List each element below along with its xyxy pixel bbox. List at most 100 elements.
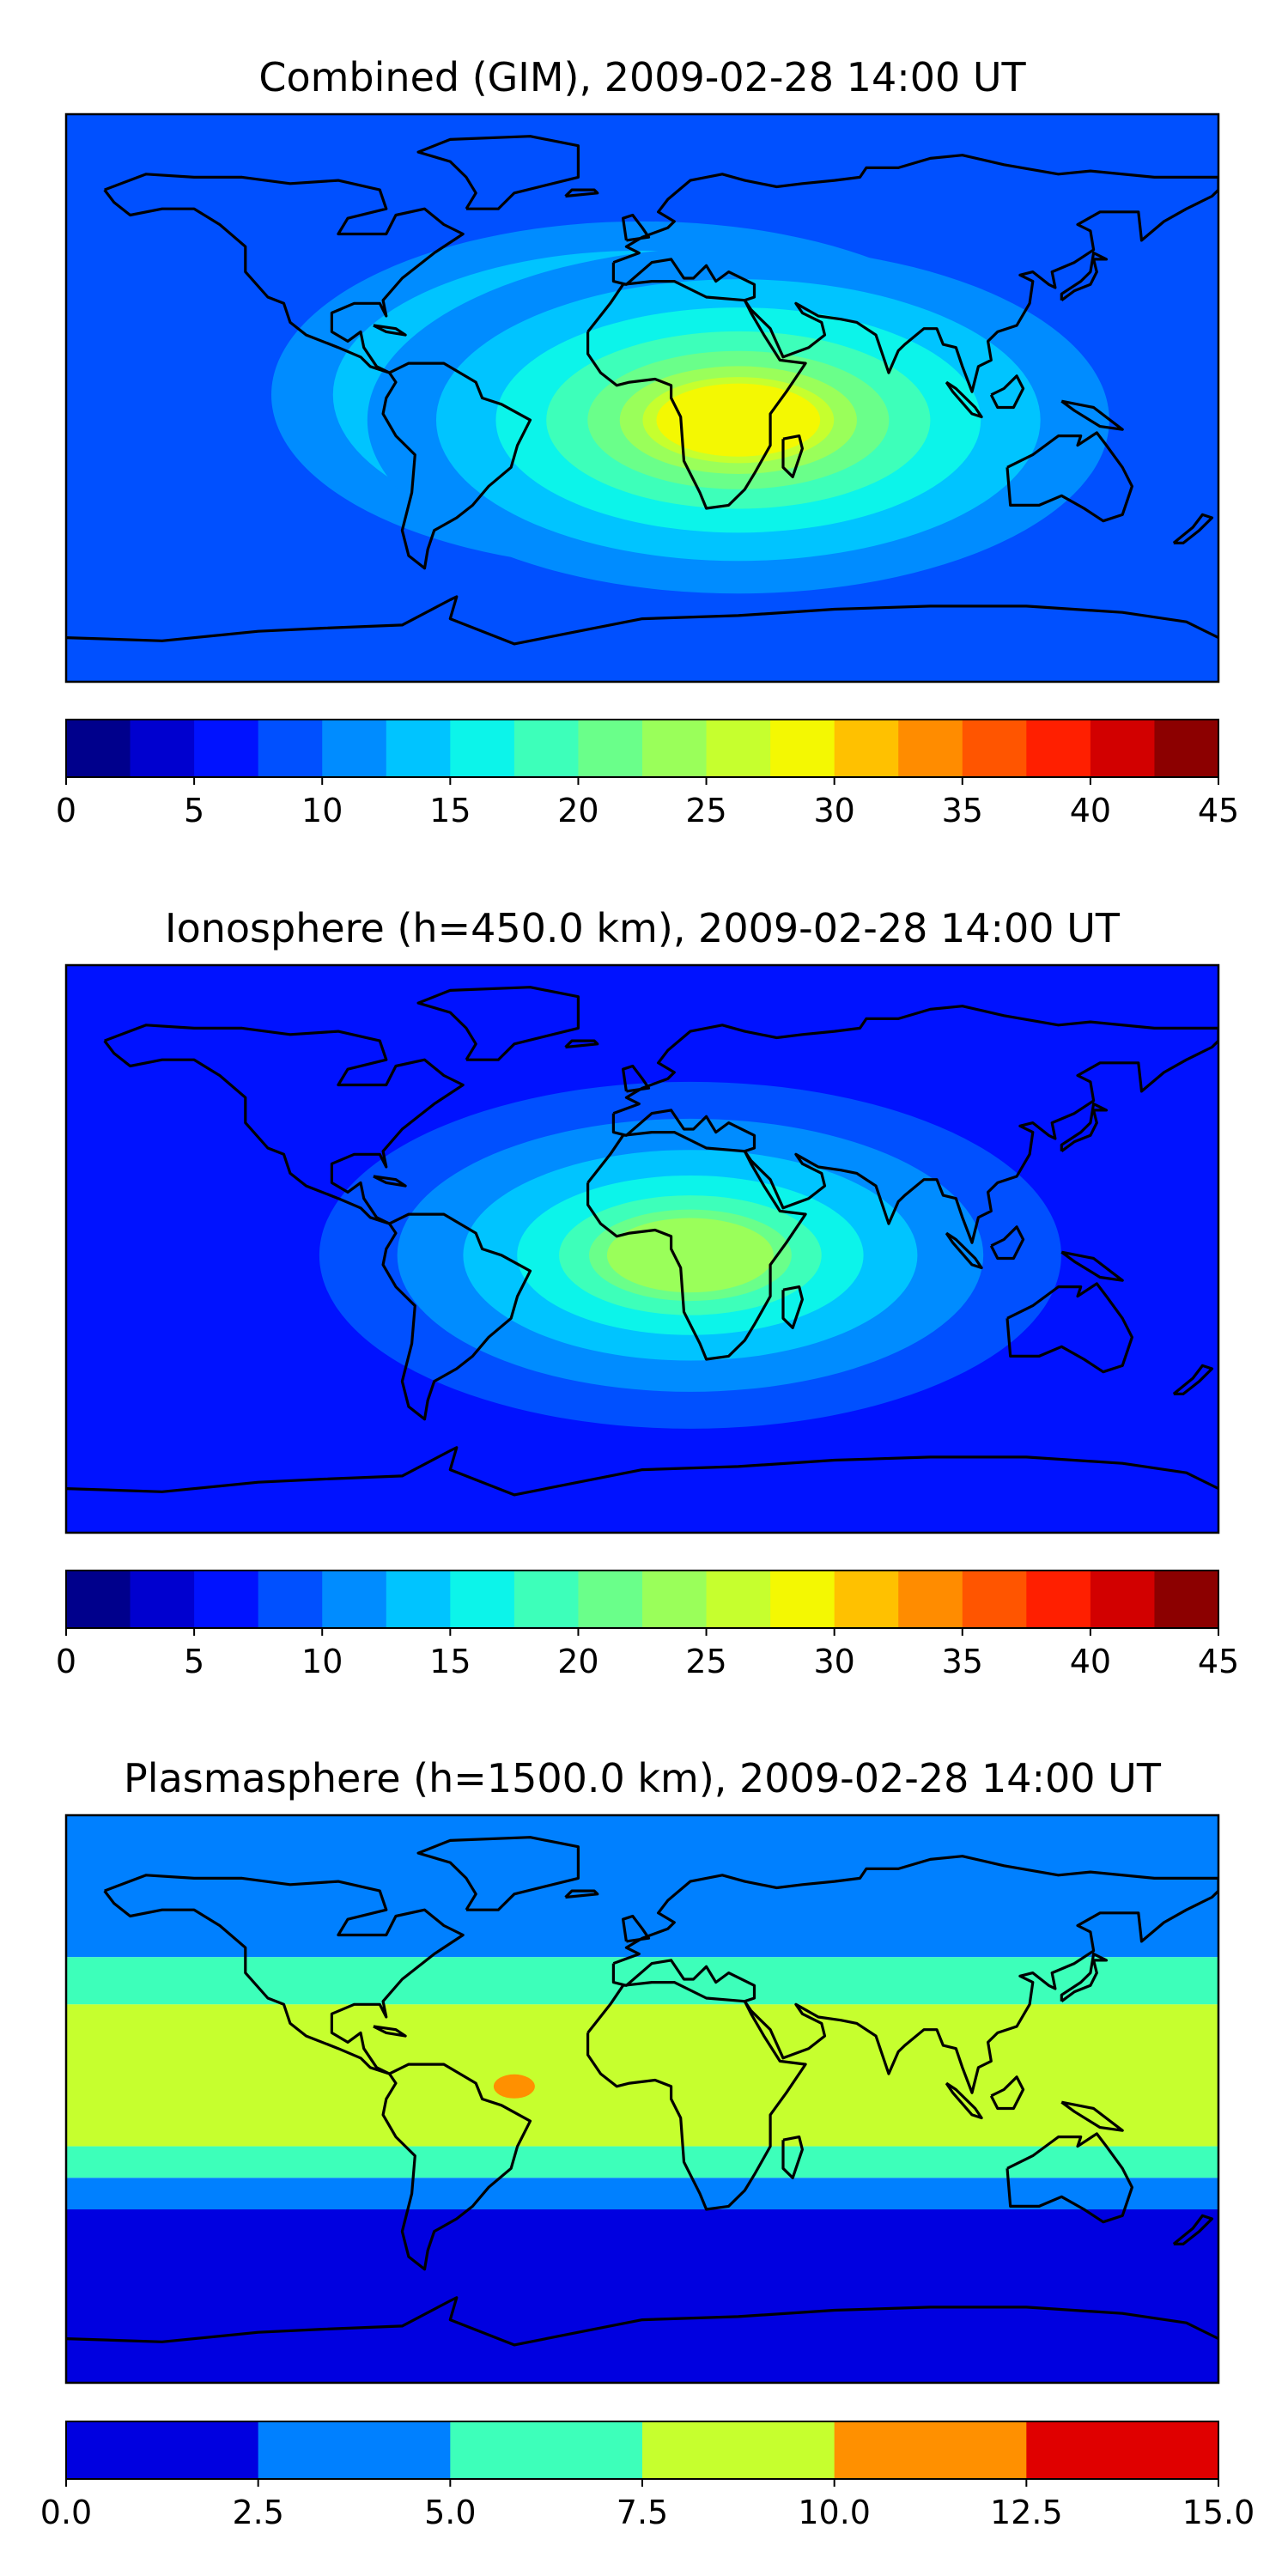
coastline bbox=[381, 1212, 532, 1421]
colorbar-swatch bbox=[194, 720, 259, 777]
coastline bbox=[621, 1064, 651, 1093]
coastline bbox=[989, 1225, 1025, 1261]
colorbar-swatch bbox=[513, 1571, 580, 1628]
colorbar-swatch bbox=[66, 2421, 259, 2479]
colorbar-swatch bbox=[130, 1571, 195, 1628]
colorbar-tick-label: 40 bbox=[1070, 1643, 1111, 1680]
colorbar-swatch bbox=[1154, 1571, 1219, 1628]
contour-level bbox=[606, 1218, 774, 1293]
colorbar-swatch bbox=[706, 720, 771, 777]
colorbar-tick-label: 25 bbox=[685, 792, 726, 829]
colorbar-tick-label: 35 bbox=[942, 1643, 983, 1680]
coastlines bbox=[66, 135, 1218, 646]
coastline bbox=[1060, 1953, 1109, 2002]
colorbar-swatch bbox=[898, 1571, 963, 1628]
colorbar-tick-label: 35 bbox=[942, 792, 983, 829]
colorbar-tick-label: 20 bbox=[557, 1643, 598, 1680]
map-frame bbox=[64, 1814, 1220, 2385]
colorbar-swatch bbox=[578, 1571, 643, 1628]
colorbar-tick-label: 30 bbox=[813, 1643, 854, 1680]
coastline bbox=[1060, 1102, 1109, 1152]
colorbar-tick-label: 5.0 bbox=[424, 2494, 476, 2531]
coastline bbox=[586, 1130, 807, 1361]
colorbar-swatch bbox=[194, 1571, 259, 1628]
colorbar-swatch bbox=[770, 720, 835, 777]
colorbar-tick-label: 25 bbox=[685, 1643, 726, 1680]
coastline bbox=[781, 434, 805, 478]
field-contours bbox=[66, 114, 1218, 682]
coastline bbox=[1172, 2214, 1214, 2245]
colorbar-swatch bbox=[66, 1571, 131, 1628]
contour-band bbox=[66, 2209, 1218, 2383]
coastline bbox=[611, 1005, 1218, 1244]
colorbar-swatch bbox=[386, 1571, 451, 1628]
colorbar-swatch bbox=[834, 720, 899, 777]
colorbar-swatch bbox=[386, 720, 451, 777]
coastline bbox=[416, 135, 580, 210]
contour-level bbox=[493, 2074, 535, 2099]
colorbar-tick-label: 10 bbox=[301, 792, 343, 829]
colorbar-tick-label: 45 bbox=[1198, 792, 1239, 829]
colorbar-swatch bbox=[513, 720, 580, 777]
panel-combined: Combined (GIM), 2009-02-28 14:00 UT 0 5 10… bbox=[0, 0, 1288, 859]
colorbar-tick-label: 15.0 bbox=[1182, 2494, 1255, 2531]
colorbar-tick-label: 2.5 bbox=[232, 2494, 283, 2531]
coastline bbox=[103, 173, 465, 374]
colorbar-tick-label: 7.5 bbox=[617, 2494, 668, 2531]
map-frame bbox=[64, 963, 1220, 1534]
coastline bbox=[381, 361, 532, 570]
coastline bbox=[1005, 431, 1134, 523]
colorbar-tick-label: 15 bbox=[429, 1643, 471, 1680]
coastlines bbox=[66, 986, 1218, 1497]
colorbar-tick-label: 5 bbox=[184, 792, 204, 829]
colorbar: 0.0 2.5 5.0 7.5 10.0 12.5 15.0 bbox=[40, 2421, 1255, 2531]
colorbar-swatch bbox=[1154, 720, 1219, 777]
coastline bbox=[1060, 399, 1124, 431]
colorbar-frame bbox=[65, 1570, 1219, 1629]
coastline bbox=[781, 2136, 805, 2179]
colorbar-swatch bbox=[898, 720, 963, 777]
coastline bbox=[945, 380, 983, 419]
contour-band bbox=[66, 2004, 1218, 2147]
colorbar-swatch bbox=[322, 720, 387, 777]
colorbar-swatch bbox=[962, 1571, 1027, 1628]
coastline bbox=[989, 2075, 1025, 2111]
contour-band bbox=[66, 1815, 1218, 1958]
colorbar-tick-label: 15 bbox=[429, 792, 471, 829]
colorbar-tick-label: 45 bbox=[1198, 1643, 1239, 1680]
coastline bbox=[103, 1874, 465, 2075]
map-frame bbox=[64, 112, 1220, 683]
colorbar-tick-label: 0.0 bbox=[40, 2494, 92, 2531]
colorbar-swatch bbox=[322, 1571, 387, 1628]
colorbar-swatch bbox=[642, 1571, 708, 1628]
contour-band bbox=[66, 2146, 1218, 2178]
coastline bbox=[586, 280, 807, 510]
chart-title: Plasmasphere (h=1500.0 km), 2009-02-28 1… bbox=[124, 1755, 1161, 1801]
chart-title: Combined (GIM), 2009-02-28 14:00 UT bbox=[258, 54, 1026, 100]
chart-title: Ionosphere (h=450.0 km), 2009-02-28 14:0… bbox=[165, 905, 1120, 951]
colorbar-swatch bbox=[834, 1571, 899, 1628]
coastline bbox=[1172, 1364, 1214, 1396]
colorbar-tick-label: 30 bbox=[813, 792, 854, 829]
colorbar-swatch bbox=[450, 2421, 643, 2479]
coastline bbox=[564, 1889, 599, 1899]
colorbar-tick-label: 40 bbox=[1070, 792, 1111, 829]
colorbar: 0 5 10 15 20 25 30 35 40 45 bbox=[56, 719, 1239, 829]
colorbar-swatch bbox=[1026, 1571, 1091, 1628]
colorbar-swatch bbox=[258, 1571, 323, 1628]
coastline bbox=[989, 374, 1025, 410]
coastline bbox=[103, 1024, 465, 1225]
contour-band bbox=[66, 1957, 1218, 2005]
colorbar-tick-label: 0 bbox=[56, 792, 76, 829]
colorbar-tick-label: 0 bbox=[56, 1643, 76, 1680]
coastline bbox=[586, 1981, 807, 2211]
colorbar-tick-label: 20 bbox=[557, 792, 598, 829]
coastline bbox=[1172, 513, 1214, 545]
coastline bbox=[621, 1914, 651, 1943]
coastline bbox=[1060, 2100, 1124, 2132]
coastline bbox=[564, 1039, 599, 1049]
colorbar-swatch bbox=[1090, 720, 1156, 777]
field-contours bbox=[66, 965, 1218, 1533]
